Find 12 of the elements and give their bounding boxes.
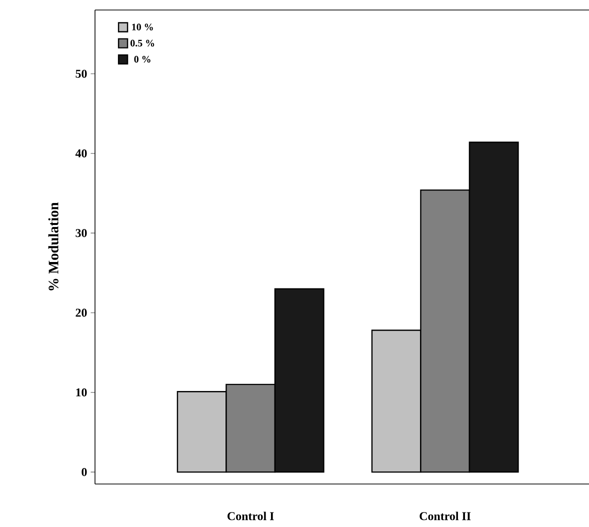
x-tick-label: Control I [228, 512, 274, 520]
y-tick-label: 0 [82, 468, 87, 476]
y-tick-label: 40 [75, 149, 87, 158]
legend-label: 10 % [132, 24, 153, 30]
y-axis-title: % Modulation [48, 202, 58, 290]
y-tick-label: 20 [76, 308, 87, 317]
y-tick-label: 30 [76, 229, 87, 238]
legend-label: 0 % [134, 56, 150, 63]
y-tick-label: 10 [76, 388, 87, 396]
y-tick-label: 50 [76, 70, 87, 78]
x-tick-label: Control II [420, 512, 471, 520]
legend-label: 0.5 % [130, 40, 154, 47]
